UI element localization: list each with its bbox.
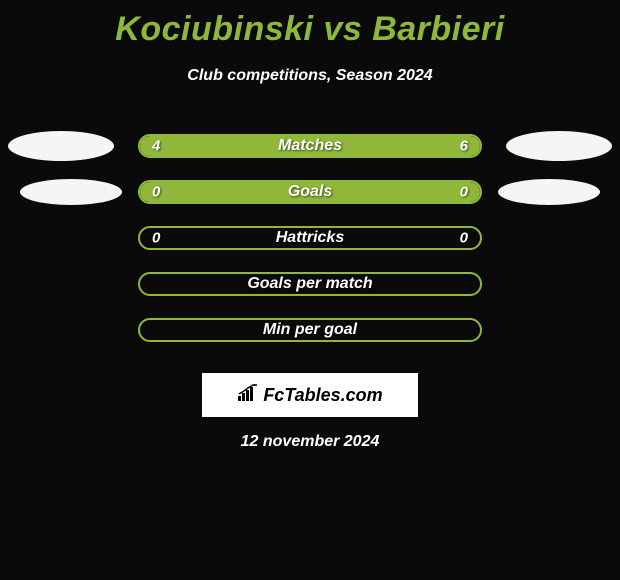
bar-track: Goals per match xyxy=(138,272,482,296)
stat-row: 0 0Hattricks xyxy=(0,215,620,261)
bar-label: Goals per match xyxy=(140,275,480,293)
stat-row: 00Goals xyxy=(0,169,620,215)
logo-text: FcTables.com xyxy=(263,385,382,406)
bar-track: 46Matches xyxy=(138,134,482,158)
logo-box: FcTables.com xyxy=(202,373,418,417)
bar-fill-left xyxy=(140,136,276,156)
bar-track: 0 0Hattricks xyxy=(138,226,482,250)
bar-track: Min per goal xyxy=(138,318,482,342)
player-avatar-left xyxy=(20,179,122,205)
bar-fill-right xyxy=(310,182,480,202)
bar-fill-left xyxy=(140,182,310,202)
stat-row: Goals per match xyxy=(0,261,620,307)
stats-rows: 46Matches 00Goals 0 0Hattricks Goals per mat… xyxy=(0,123,620,353)
stat-row: 46Matches xyxy=(0,123,620,169)
player-avatar-right xyxy=(498,179,600,205)
player-avatar-right xyxy=(506,131,612,161)
chart-icon xyxy=(237,384,259,407)
page-title: Kociubinski vs Barbieri xyxy=(0,0,620,49)
date-text: 12 november 2024 xyxy=(0,433,620,451)
logo: FcTables.com xyxy=(237,384,382,407)
subtitle: Club competitions, Season 2024 xyxy=(0,67,620,85)
bar-label: Hattricks xyxy=(140,229,480,247)
player-avatar-left xyxy=(8,131,114,161)
bar-track: 00Goals xyxy=(138,180,482,204)
stat-row: Min per goal xyxy=(0,307,620,353)
bar-fill-right xyxy=(276,136,480,156)
bar-label: Min per goal xyxy=(140,321,480,339)
bar-value-left: 0 xyxy=(152,230,160,247)
bar-value-right: 0 xyxy=(460,230,468,247)
